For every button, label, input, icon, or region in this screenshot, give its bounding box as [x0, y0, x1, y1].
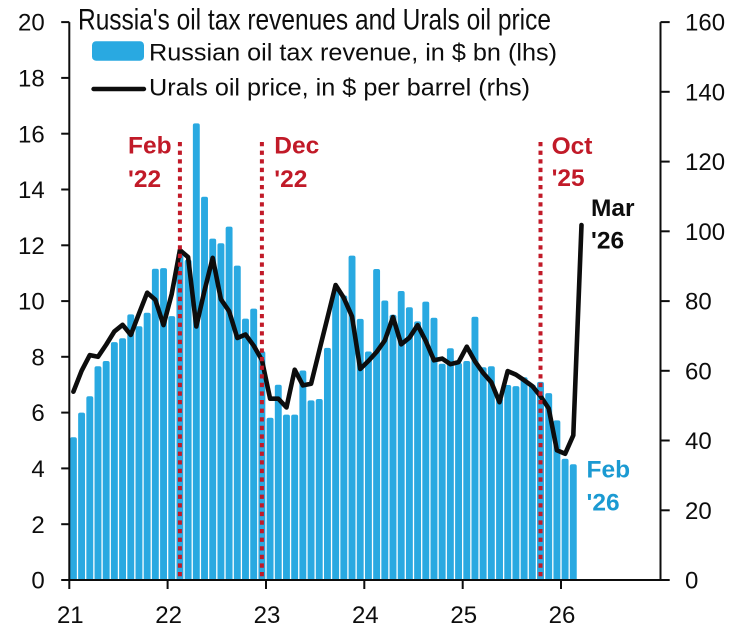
svg-text:'25: '25 — [552, 165, 585, 192]
svg-text:22: 22 — [155, 602, 182, 629]
svg-text:6: 6 — [31, 400, 44, 427]
svg-text:Feb: Feb — [128, 133, 172, 160]
svg-text:120: 120 — [685, 149, 725, 176]
svg-text:'22: '22 — [274, 166, 307, 193]
svg-text:0: 0 — [685, 568, 698, 595]
svg-text:Russia's oil tax revenues and: Russia's oil tax revenues and Urals oil … — [78, 3, 551, 36]
svg-text:'26: '26 — [587, 489, 620, 516]
svg-text:18: 18 — [18, 66, 45, 93]
svg-text:20: 20 — [18, 10, 45, 37]
svg-text:100: 100 — [685, 219, 725, 246]
svg-text:4: 4 — [31, 456, 44, 483]
svg-text:20: 20 — [685, 498, 712, 525]
svg-text:Feb: Feb — [587, 456, 631, 483]
svg-text:10: 10 — [18, 289, 45, 316]
svg-text:0: 0 — [31, 568, 44, 595]
svg-text:'26: '26 — [591, 228, 624, 255]
svg-text:23: 23 — [254, 602, 281, 629]
svg-text:Mar: Mar — [591, 195, 635, 222]
svg-text:'22: '22 — [128, 166, 161, 193]
svg-text:160: 160 — [685, 10, 725, 37]
svg-text:Dec: Dec — [274, 133, 319, 160]
svg-text:Russian oil tax revenue, in $: Russian oil tax revenue, in $ bn (lhs) — [149, 40, 557, 67]
svg-text:140: 140 — [685, 79, 725, 106]
svg-text:24: 24 — [352, 602, 379, 629]
svg-text:12: 12 — [18, 233, 45, 260]
svg-text:60: 60 — [685, 358, 712, 385]
svg-text:Oct: Oct — [552, 133, 593, 160]
svg-text:21: 21 — [57, 602, 84, 629]
svg-text:8: 8 — [31, 344, 44, 371]
svg-text:40: 40 — [685, 428, 712, 455]
svg-text:16: 16 — [18, 121, 45, 148]
svg-text:25: 25 — [450, 602, 477, 629]
svg-text:80: 80 — [685, 289, 712, 316]
svg-text:26: 26 — [549, 602, 576, 629]
svg-text:2: 2 — [31, 512, 44, 539]
svg-text:14: 14 — [18, 177, 45, 204]
svg-text:Urals oil price, in $ per barr: Urals oil price, in $ per barrel (rhs) — [149, 75, 530, 102]
